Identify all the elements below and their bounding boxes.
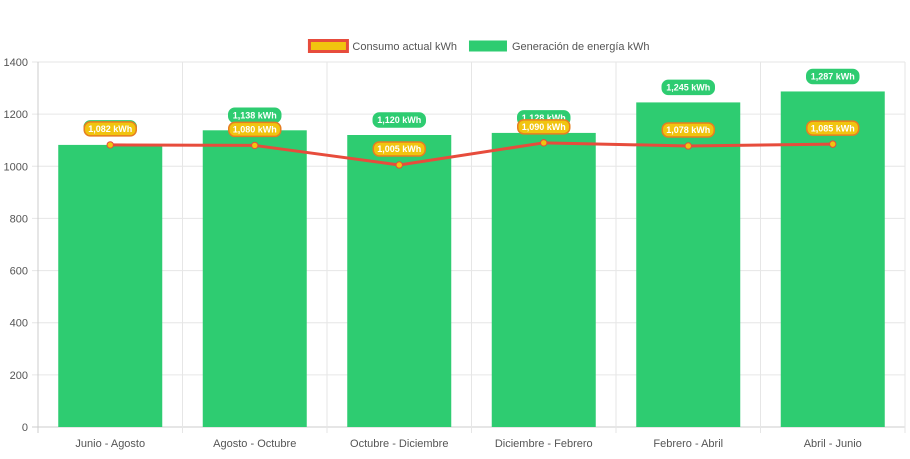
line-value-label: 1,005 kWh: [372, 141, 426, 157]
generation-bar[interactable]: [636, 102, 741, 428]
legend-swatch: [307, 39, 349, 53]
x-tick-label: Diciembre - Febrero: [495, 438, 593, 450]
axes: 0 200 400 600 800 1000 1200 1400 Junio - Agosto A…: [4, 57, 862, 450]
line-value-label-text: 1,082 kWh: [88, 124, 132, 134]
bar-series: [58, 91, 885, 428]
y-tick-label: 0: [22, 422, 28, 434]
line-value-label-bg: [517, 119, 571, 135]
consumption-point[interactable]: [684, 142, 692, 150]
data-labels: 1,138 kWh 1,120 kWh 1,128 kWh 1,245 kWh 1,28…: [83, 68, 860, 157]
x-tick-label: Octubre - Diciembre: [350, 438, 448, 450]
legend-swatch: [468, 40, 507, 52]
legend[interactable]: Consumo actual kWh Generación de energía …: [307, 39, 650, 54]
line-value-label-text: 1,080 kWh: [233, 125, 277, 135]
line-value-label-text: 1,078 kWh: [666, 125, 710, 135]
y-tick-label: 800: [10, 213, 28, 225]
consumption-point[interactable]: [540, 139, 548, 147]
consumption-point[interactable]: [251, 141, 259, 150]
line-value-label-bg: [228, 121, 282, 138]
line-value-label-text: 1,090 kWh: [522, 122, 566, 132]
line-value-label-bg: [661, 122, 715, 138]
bar-value-label-text: 1,138 kWh: [233, 111, 277, 121]
line-series: [106, 139, 837, 169]
bar-value-label-bg: [661, 79, 715, 96]
y-tick-label: 1400: [4, 57, 28, 69]
line-value-label: 1,080 kWh: [228, 121, 282, 138]
consumption-point[interactable]: [106, 141, 114, 149]
legend-label: Generación de energía kWh: [512, 41, 650, 53]
bar-value-label-text: 1,128 kWh: [522, 113, 566, 123]
line-value-label-text: 1,085 kWh: [811, 123, 855, 133]
y-tick-label: 600: [10, 266, 28, 278]
bar-value-label: 1,138 kWh: [228, 107, 282, 124]
x-tick-label: Agosto - Octubre: [213, 438, 296, 450]
bar-value-label: 1,245 kWh: [661, 79, 715, 96]
x-tick-label: Febrero - Abril: [653, 438, 723, 450]
bar-value-label: 1,287 kWh: [806, 68, 860, 85]
bar-value-label-bg: [372, 112, 426, 128]
legend-item-consumo[interactable]: Consumo actual kWh: [307, 39, 457, 54]
bar-value-label-bg: [806, 68, 860, 85]
bar-value-label-text: 1,245 kWh: [666, 83, 710, 93]
legend-label: Consumo actual kWh: [352, 41, 457, 53]
line-value-label: 1,082 kWh: [83, 121, 137, 137]
y-tick-label: 1000: [4, 161, 28, 173]
line-value-label-bg: [806, 120, 860, 136]
bar-value-label-text: 1,120 kWh: [377, 115, 421, 125]
y-tick-label: 400: [10, 318, 28, 330]
generation-bar[interactable]: [202, 130, 307, 428]
consumption-point[interactable]: [395, 161, 403, 169]
generation-bar[interactable]: [347, 135, 452, 427]
x-tick-label: Abril - Junio: [804, 438, 862, 450]
generation-bar[interactable]: [491, 132, 596, 427]
line-value-label-bg: [83, 121, 137, 137]
bar-value-label: 1,120 kWh: [372, 112, 426, 128]
generation-bar[interactable]: [58, 144, 163, 427]
line-value-label: 1,090 kWh: [517, 119, 571, 135]
grid-lines: [32, 61, 906, 433]
line-value-label: 1,085 kWh: [806, 120, 860, 136]
legend-item-generacion[interactable]: Generación de energía kWh: [468, 40, 650, 54]
line-value-label-text: 1,005 kWh: [377, 144, 421, 154]
line-value-label-bg: [372, 141, 426, 157]
y-tick-label: 200: [10, 370, 28, 382]
consumption-line: [110, 141, 833, 167]
bar-value-label-text: 1,287 kWh: [811, 72, 855, 82]
consumption-point[interactable]: [829, 140, 837, 148]
y-tick-label: 1200: [4, 109, 28, 121]
x-tick-label: Junio - Agosto: [75, 438, 145, 450]
line-value-label: 1,078 kWh: [661, 122, 715, 138]
